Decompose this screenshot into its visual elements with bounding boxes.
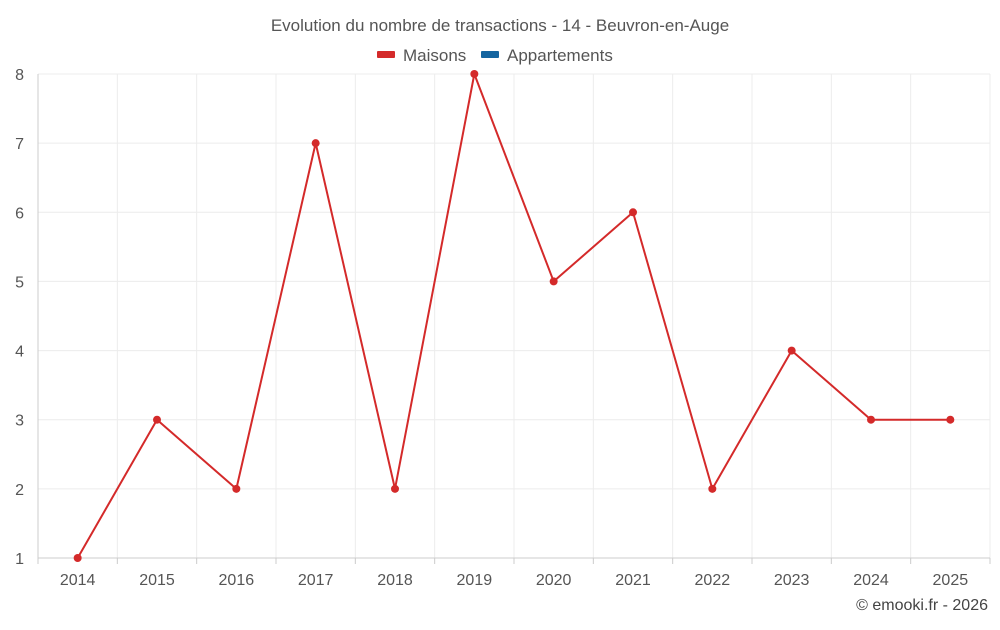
x-tick-label: 2014 — [60, 572, 96, 589]
y-tick-label: 6 — [15, 205, 24, 222]
legend-label-maisons: Maisons — [403, 46, 466, 65]
y-tick-label: 3 — [15, 413, 24, 430]
x-tick-label: 2024 — [853, 572, 889, 589]
data-point-maisons[interactable] — [391, 484, 399, 493]
y-tick-label: 7 — [15, 136, 24, 153]
x-tick-label: 2018 — [377, 572, 413, 589]
x-tick-label: 2021 — [615, 572, 651, 589]
x-tick-label: 2016 — [219, 572, 255, 589]
grid — [38, 73, 991, 558]
x-tick-label: 2019 — [457, 572, 493, 589]
y-tick-label: 2 — [15, 482, 24, 499]
data-point-maisons[interactable] — [549, 277, 558, 286]
x-tick-label: 2020 — [536, 572, 572, 589]
data-point-maisons[interactable] — [311, 139, 320, 148]
data-point-maisons[interactable] — [787, 346, 796, 355]
x-axis-ticks: 2014 2015 2016 2017 2018 2019 2020 2021 2022 2023… — [37, 558, 991, 589]
x-tick-label: 2015 — [139, 572, 175, 589]
y-tick-label: 4 — [15, 344, 24, 361]
y-tick-label: 8 — [15, 67, 24, 84]
data-point-maisons[interactable] — [629, 208, 637, 217]
x-tick-label: 2022 — [695, 572, 731, 589]
x-tick-label: 2017 — [298, 572, 334, 589]
data-point-maisons[interactable] — [73, 554, 82, 562]
data-point-maisons[interactable] — [867, 415, 875, 424]
x-tick-label: 2023 — [774, 572, 810, 589]
series-line-maisons — [76, 73, 951, 559]
legend-label-appartements: Appartements — [507, 46, 613, 65]
data-point-maisons[interactable] — [946, 415, 955, 424]
data-point-maisons[interactable] — [153, 415, 161, 424]
y-axis-ticks: 1 2 3 4 5 6 7 8 — [15, 67, 24, 568]
data-point-maisons[interactable] — [708, 484, 717, 493]
y-tick-label: 5 — [15, 274, 24, 291]
footer-credit: © emooki.fr - 2026 — [856, 597, 988, 614]
chart-title: Evolution du nombre de transactions - 14… — [271, 16, 729, 35]
data-point-maisons[interactable] — [470, 70, 479, 78]
legend-swatch-appartements — [481, 51, 499, 58]
y-tick-label: 1 — [15, 551, 24, 568]
legend-swatch-maisons — [377, 51, 395, 58]
legend-item-appartements[interactable]: Appartements — [481, 46, 613, 65]
series-layer — [73, 70, 955, 562]
legend-item-maisons[interactable]: Maisons — [377, 46, 466, 65]
data-point-maisons[interactable] — [232, 484, 241, 493]
legend: Maisons Appartements — [377, 46, 613, 65]
x-tick-label: 2025 — [933, 572, 969, 589]
